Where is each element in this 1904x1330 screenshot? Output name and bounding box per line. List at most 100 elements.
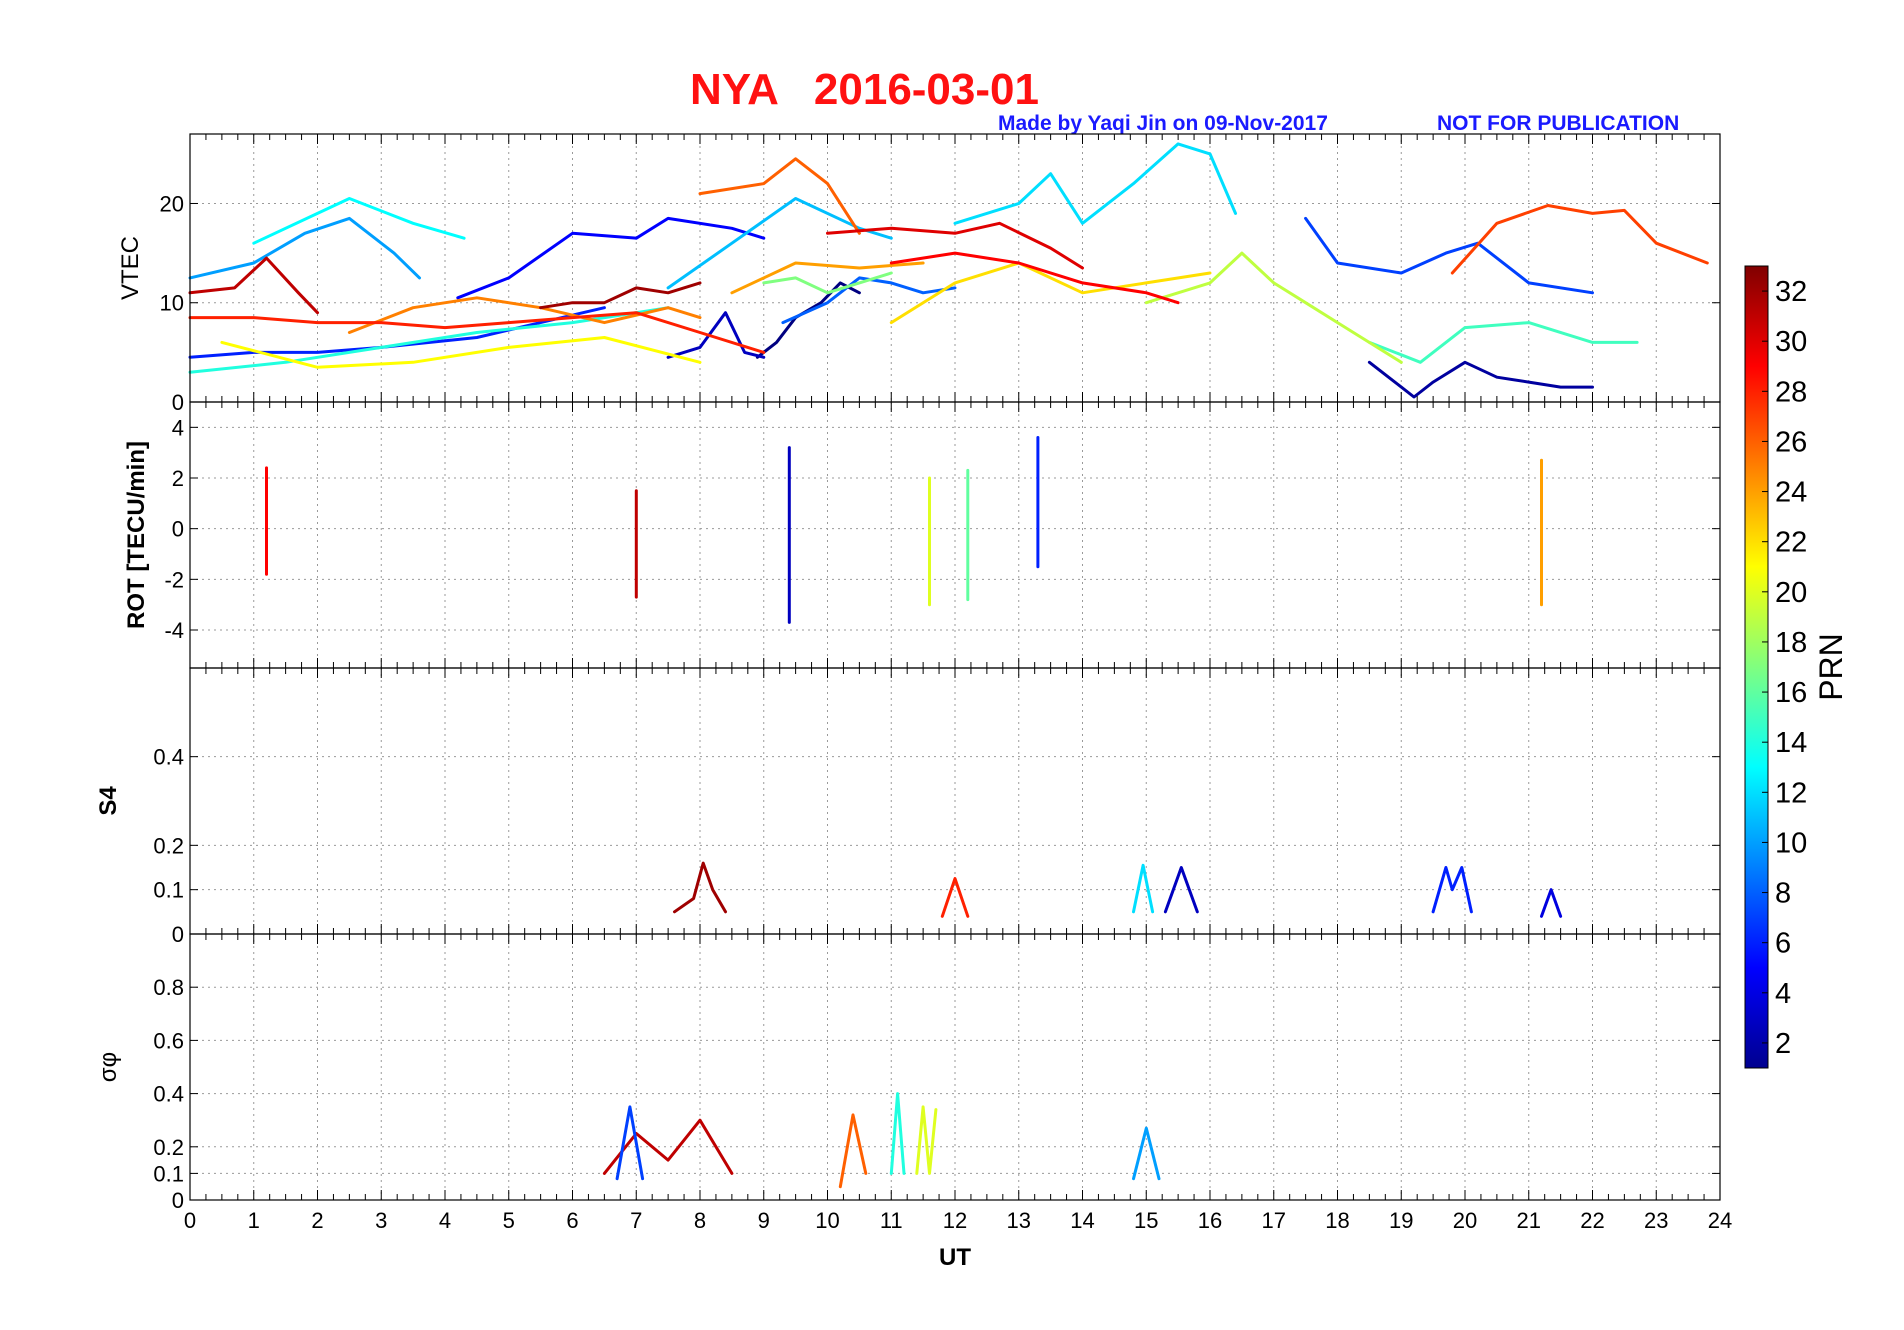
- sigma-phi-grid: [190, 934, 1720, 1201]
- colorbar-tick-label: 16: [1775, 677, 1807, 709]
- series-prn-3: [1163, 866, 1199, 914]
- colorbar-tick-label: 20: [1775, 577, 1807, 609]
- x-tick-label: 17: [1262, 1208, 1286, 1233]
- colorbar-tick-label: 14: [1775, 727, 1807, 759]
- s4-y-ticks: 0 0.1 0.2 0.4: [153, 668, 1721, 947]
- vtec-panel: 0 10 20 VTEC: [117, 133, 1721, 415]
- rot-y-ticks: -4 -2 0 2 4: [164, 402, 1721, 668]
- y-tick-label: 0.6: [153, 1028, 184, 1053]
- s4-grid: [190, 668, 1720, 935]
- series-prn-14: [889, 1092, 906, 1175]
- s4-panel: 0 0.1 0.2 0.4 S4: [95, 667, 1721, 947]
- series-prn-5: [456, 216, 766, 300]
- x-tick-label: 16: [1198, 1208, 1222, 1233]
- series-prn-21: [220, 336, 702, 369]
- s4-series: [673, 861, 1563, 918]
- series-prn-11: [666, 197, 893, 290]
- colorbar-tick-label: 4: [1775, 978, 1791, 1010]
- y-tick-label: 0: [172, 517, 184, 542]
- x-tick-label: 22: [1580, 1208, 1604, 1233]
- sigma-phi-series: [602, 1092, 1161, 1189]
- x-tick-label: 7: [630, 1208, 642, 1233]
- s4-ylabel: S4: [95, 786, 122, 816]
- x-tick-label: 11: [880, 1208, 903, 1233]
- x-tick-label: 10: [815, 1208, 839, 1233]
- series-prn-1: [755, 281, 861, 359]
- series-prn-7: [615, 1105, 645, 1181]
- series-prn-26: [698, 157, 861, 235]
- x-tick-label: 0: [184, 1208, 196, 1233]
- x-tick-label: 4: [439, 1208, 451, 1233]
- x-tick-label: 8: [694, 1208, 706, 1233]
- vtec-y-ticks: 0 10 20: [160, 134, 1721, 415]
- series-prn-12: [1132, 863, 1155, 914]
- y-tick-label: 0.2: [153, 833, 184, 858]
- series-prn-13: [252, 197, 466, 245]
- y-tick-label: 0.4: [153, 1082, 184, 1107]
- not-for-publication-text: NOT FOR PUBLICATION: [1437, 112, 1679, 135]
- y-tick-label: 0.1: [153, 1161, 184, 1186]
- x-axis-ticks: 0 1 2 3 4 5 6 7 8 9 10 11 12 13 14 15 16 17 18 19 20 21 22 23 24: [184, 1208, 1732, 1233]
- y-tick-label: 2: [172, 466, 184, 491]
- x-tick-label: 1: [248, 1208, 260, 1233]
- y-tick-label: 4: [172, 415, 184, 440]
- x-tick-label: 2: [311, 1208, 323, 1233]
- sigma-phi-ylabel: σφ: [95, 1052, 122, 1082]
- x-tick-label: 23: [1644, 1208, 1668, 1233]
- series-prn-12: [953, 142, 1237, 225]
- x-tick-label: 5: [503, 1208, 515, 1233]
- colorbar-tick-label: 18: [1775, 627, 1807, 659]
- x-tick-label: 3: [375, 1208, 387, 1233]
- y-tick-label: 0.8: [153, 975, 184, 1000]
- y-tick-label: 0.1: [153, 878, 184, 903]
- colorbar-tick-label: 26: [1775, 426, 1807, 458]
- colorbar-tick-label: 22: [1775, 527, 1807, 559]
- series-prn-2: [1367, 360, 1594, 399]
- y-tick-label: -2: [164, 567, 184, 592]
- series-prn-29: [889, 251, 1180, 305]
- x-tick-label: 6: [566, 1208, 578, 1233]
- rot-panel: -4 -2 0 2 4 ROT [TECU/min]: [123, 401, 1721, 669]
- colorbar-label: PRN: [1813, 633, 1849, 701]
- x-tick-label: 13: [1007, 1208, 1031, 1233]
- rot-ylabel: ROT [TECU/min]: [123, 441, 150, 629]
- x-tick-label: 20: [1453, 1208, 1477, 1233]
- vtec-grid: [190, 134, 1720, 403]
- series-prn-31: [188, 256, 319, 315]
- rot-series: [265, 436, 1543, 624]
- x-tick-label: 19: [1389, 1208, 1413, 1233]
- chart-title: NYA 2016-03-01: [690, 65, 1039, 114]
- series-prn-8: [781, 276, 957, 325]
- rot-grid: [190, 402, 1720, 668]
- y-tick-label: 20: [160, 191, 184, 216]
- sigma-phi-panel: 00.10.2 0.4 0.6 0.8 σφ: [95, 933, 1721, 1213]
- vtec-ylabel: VTEC: [117, 236, 144, 300]
- series-prn-24: [730, 261, 925, 295]
- series-prn-22: [889, 261, 1212, 325]
- series-prn-32: [673, 861, 727, 914]
- series-prn-32: [539, 281, 702, 310]
- y-tick-label: 0: [172, 390, 184, 415]
- series-prn-28: [940, 877, 970, 918]
- series-prn-27: [1450, 204, 1709, 275]
- x-tick-label: 15: [1134, 1208, 1158, 1233]
- series-prn-3: [666, 311, 766, 359]
- colorbar-tick-label: 10: [1775, 827, 1807, 859]
- x-tick-label: 21: [1517, 1208, 1541, 1233]
- series-prn-20: [915, 1105, 938, 1175]
- x-tick-label: 12: [943, 1208, 967, 1233]
- colorbar-tick-label: 8: [1775, 878, 1791, 910]
- y-tick-label: 0.2: [153, 1135, 184, 1160]
- colorbar-tick-label: 24: [1775, 477, 1807, 509]
- vtec-series: [188, 142, 1709, 399]
- sigma-phi-y-ticks: 00.10.2 0.4 0.6 0.8: [153, 934, 1721, 1213]
- x-tick-label: 14: [1070, 1208, 1094, 1233]
- colorbar-tick-label: 6: [1775, 928, 1791, 960]
- colorbar: [1744, 265, 1769, 1069]
- credit-text: Made by Yaqi Jin on 09-Nov-2017: [998, 112, 1328, 135]
- colorbar-tick-label: 12: [1775, 777, 1807, 809]
- series-prn-28: [188, 311, 766, 354]
- series-prn-4: [1540, 888, 1563, 918]
- series-prn-26: [838, 1113, 868, 1189]
